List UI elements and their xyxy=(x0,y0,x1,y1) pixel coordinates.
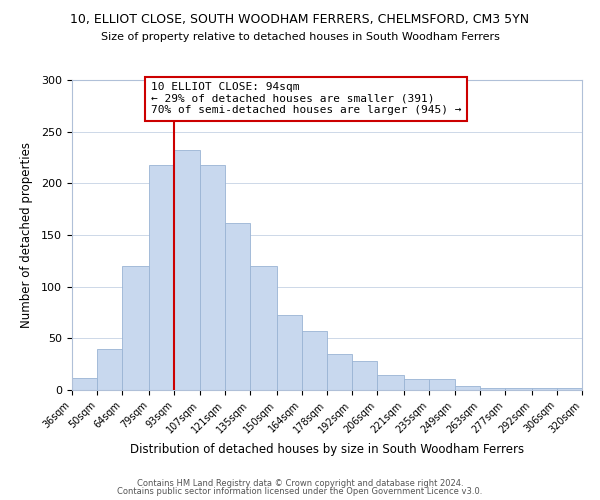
Bar xyxy=(277,314,302,390)
Bar xyxy=(250,266,277,390)
Text: 10 ELLIOT CLOSE: 94sqm
← 29% of detached houses are smaller (391)
70% of semi-de: 10 ELLIOT CLOSE: 94sqm ← 29% of detached… xyxy=(151,82,461,116)
Bar xyxy=(199,164,224,390)
Bar xyxy=(97,348,122,390)
Y-axis label: Number of detached properties: Number of detached properties xyxy=(20,142,33,328)
Bar xyxy=(327,354,352,390)
Bar xyxy=(377,374,404,390)
Text: 10, ELLIOT CLOSE, SOUTH WOODHAM FERRERS, CHELMSFORD, CM3 5YN: 10, ELLIOT CLOSE, SOUTH WOODHAM FERRERS,… xyxy=(70,12,530,26)
Bar xyxy=(302,331,327,390)
Bar xyxy=(479,388,505,390)
Bar xyxy=(72,378,97,390)
Bar xyxy=(505,388,532,390)
Bar xyxy=(532,388,557,390)
Bar xyxy=(149,164,175,390)
Bar xyxy=(224,222,250,390)
Bar xyxy=(352,361,377,390)
Bar xyxy=(404,378,430,390)
Text: Size of property relative to detached houses in South Woodham Ferrers: Size of property relative to detached ho… xyxy=(101,32,499,42)
Bar xyxy=(557,388,582,390)
Text: Contains HM Land Registry data © Crown copyright and database right 2024.: Contains HM Land Registry data © Crown c… xyxy=(137,478,463,488)
Bar xyxy=(430,378,455,390)
Bar xyxy=(455,386,479,390)
Bar xyxy=(175,150,199,390)
Text: Contains public sector information licensed under the Open Government Licence v3: Contains public sector information licen… xyxy=(118,487,482,496)
X-axis label: Distribution of detached houses by size in South Woodham Ferrers: Distribution of detached houses by size … xyxy=(130,443,524,456)
Bar xyxy=(122,266,149,390)
